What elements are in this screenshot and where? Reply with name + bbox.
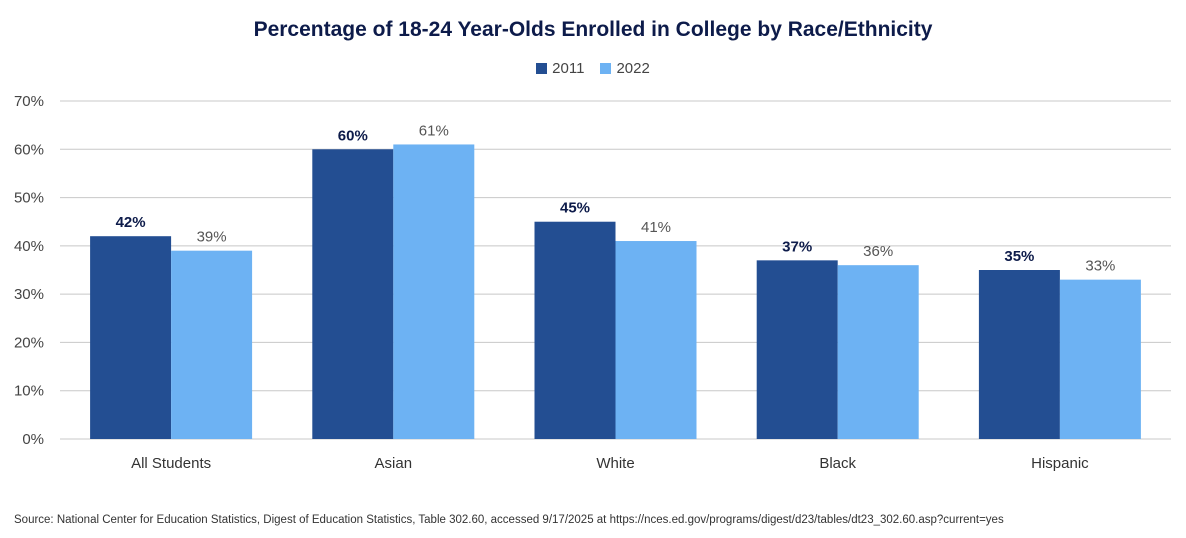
bar-2022 bbox=[1059, 279, 1141, 439]
x-tick-label: Hispanic bbox=[1031, 455, 1089, 472]
data-label-2011: 35% bbox=[1004, 248, 1034, 265]
legend-label-2011: 2011 bbox=[552, 60, 585, 77]
legend: 2011 2022 bbox=[0, 60, 1186, 77]
bar-2022 bbox=[615, 241, 697, 439]
bar-chart: 0% 10% 20% 30% 40% 50% 60% 70% 42% 39% All Student… bbox=[14, 93, 1171, 472]
bar-2022 bbox=[393, 144, 475, 439]
legend-item-2022: 2022 bbox=[600, 60, 650, 77]
y-tick-label: 70% bbox=[14, 93, 44, 110]
data-label-2022: 36% bbox=[863, 243, 893, 260]
bar-2022 bbox=[837, 265, 919, 439]
x-tick-label: Asian bbox=[375, 455, 413, 472]
bar-2022 bbox=[171, 250, 253, 439]
data-label-2022: 39% bbox=[197, 229, 227, 246]
bar-2011 bbox=[90, 236, 172, 439]
bar-2011 bbox=[312, 149, 394, 440]
legend-swatch-2011 bbox=[536, 63, 548, 74]
x-tick-label: All Students bbox=[131, 455, 211, 472]
data-label-2011: 37% bbox=[782, 238, 812, 255]
y-tick-label: 0% bbox=[22, 431, 44, 448]
data-label-2022: 41% bbox=[641, 219, 671, 236]
chart-title: Percentage of 18-24 Year-Olds Enrolled i… bbox=[253, 18, 933, 41]
data-label-2011: 45% bbox=[560, 200, 590, 217]
y-tick-label: 10% bbox=[14, 383, 44, 400]
legend-label-2022: 2022 bbox=[616, 60, 650, 77]
x-tick-label: Black bbox=[819, 455, 856, 472]
y-tick-label: 30% bbox=[14, 286, 44, 303]
data-label-2022: 61% bbox=[419, 122, 449, 139]
bar-2011 bbox=[978, 270, 1060, 439]
legend-swatch-2022 bbox=[600, 63, 612, 74]
data-label-2011: 60% bbox=[338, 127, 368, 144]
x-tick-label: White bbox=[596, 455, 634, 472]
y-tick-label: 60% bbox=[14, 141, 44, 158]
legend-item-2011: 2011 bbox=[536, 60, 584, 77]
bar-2011 bbox=[534, 221, 616, 439]
data-label-2022: 33% bbox=[1085, 258, 1115, 275]
y-tick-label: 20% bbox=[14, 334, 44, 351]
source-note: Source: National Center for Education St… bbox=[14, 514, 1004, 526]
y-tick-label: 50% bbox=[14, 190, 44, 207]
y-tick-label: 40% bbox=[14, 238, 44, 255]
bar-2011 bbox=[756, 260, 838, 439]
data-label-2011: 42% bbox=[116, 214, 146, 231]
